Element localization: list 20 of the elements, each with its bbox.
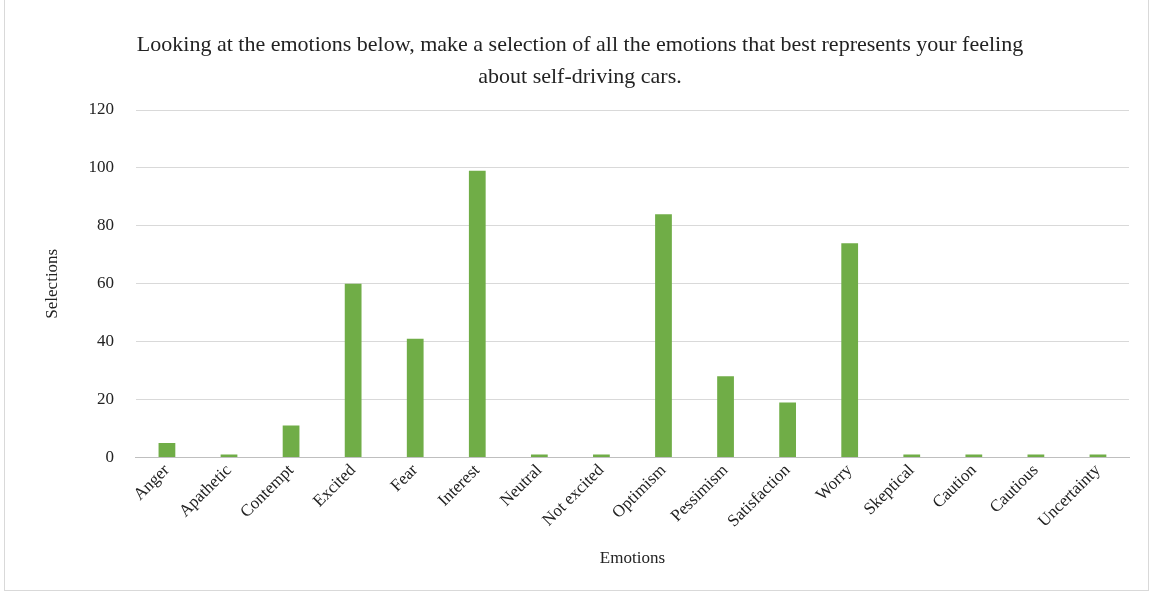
y-axis-title: Selections (41, 248, 61, 319)
bar (468, 170, 486, 457)
bar (344, 283, 362, 457)
bar (717, 376, 734, 457)
x-axis-title: Emotions (599, 548, 666, 568)
bar (158, 442, 176, 457)
y-tick-label: 100 (88, 157, 114, 177)
bar (779, 402, 796, 457)
y-tick-label: 60 (96, 273, 114, 293)
chart-title: Looking at the emotions below, make a selection of all the emotions that best represents your feeling about self-driving cars. (135, 30, 1025, 90)
y-tick-label: 40 (96, 331, 114, 351)
bar (655, 214, 672, 457)
y-tick-label: 20 (96, 388, 114, 408)
y-tick-label: 120 (88, 99, 114, 119)
bar (841, 243, 859, 457)
bar (406, 338, 424, 457)
x-tick-label: Fear (386, 459, 422, 495)
y-tick-label: 0 (105, 446, 114, 466)
y-tick-label: 80 (96, 215, 114, 235)
bar (282, 425, 300, 457)
